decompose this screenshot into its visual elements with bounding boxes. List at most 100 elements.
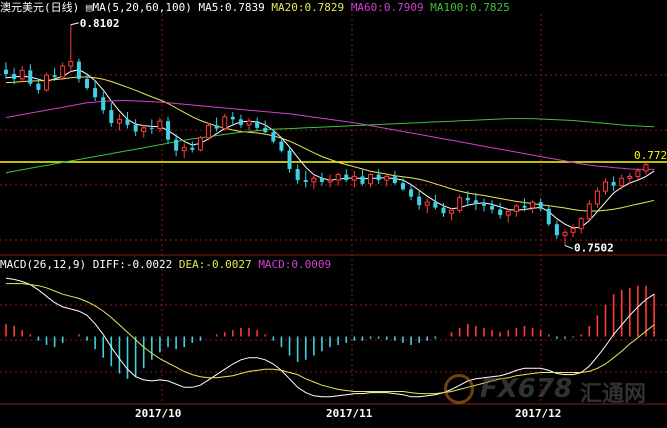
candle-body-down xyxy=(433,202,438,208)
candle-body-down xyxy=(498,209,503,216)
price-annotations: 0.8102 0.7502 0.7729 xyxy=(70,17,667,255)
candle-body-down xyxy=(190,147,195,150)
high-pointer xyxy=(70,22,79,26)
candle-body-down xyxy=(166,121,171,140)
candle-body-up xyxy=(60,65,66,78)
candle-body-down xyxy=(85,78,90,89)
candle-body-up xyxy=(19,69,25,80)
candle-body-down xyxy=(546,208,551,225)
candle-body-up xyxy=(602,181,608,192)
diff-value: DIFF:-0.0022 xyxy=(92,258,173,271)
period-label[interactable]: (日线) xyxy=(44,1,80,14)
candle-body-up xyxy=(457,197,463,211)
candle-body-up xyxy=(246,120,252,126)
candle-body-up xyxy=(141,127,147,133)
macd-line-dea xyxy=(6,283,655,395)
candle-body-down xyxy=(417,196,422,206)
candle-body-down xyxy=(490,205,495,210)
candle-body-down xyxy=(409,189,414,197)
candle-body-up xyxy=(643,164,649,172)
watermark: FX678 汇通网 xyxy=(444,372,664,408)
candle-body-down xyxy=(360,176,365,184)
candle-body-down xyxy=(392,176,397,184)
macd-panel xyxy=(5,277,655,398)
candle-body-down xyxy=(295,169,300,181)
candlesticks xyxy=(4,24,649,246)
watermark-logo-icon xyxy=(444,374,474,404)
candle-body-up xyxy=(206,125,212,139)
candle-body-down xyxy=(255,121,260,128)
candle-body-down xyxy=(109,110,114,124)
candle-body-down xyxy=(52,75,57,78)
x-axis-labels: 2017/10 2017/11 2017/12 xyxy=(135,407,561,420)
candle-body-up xyxy=(635,170,641,177)
candle-body-up xyxy=(562,231,568,236)
x-tick-label: 2017/11 xyxy=(326,407,373,420)
candle-body-up xyxy=(368,174,374,185)
candle-body-up xyxy=(619,177,625,187)
candle-body-down xyxy=(214,125,219,129)
candle-body-up xyxy=(327,179,333,183)
candle-body-down xyxy=(12,74,17,79)
low-pointer xyxy=(564,245,574,250)
candle-body-down xyxy=(441,207,446,214)
candle-body-up xyxy=(424,201,430,206)
candle-body-down xyxy=(4,69,8,75)
dea-value: DEA:-0.0027 xyxy=(178,258,252,271)
candle-body-down xyxy=(125,119,130,125)
candle-body-up xyxy=(570,228,576,233)
candle-body-down xyxy=(344,174,349,181)
macd-value: MACD:0.0009 xyxy=(258,258,332,271)
candle-body-up xyxy=(594,190,600,205)
candle-body-down xyxy=(538,202,543,209)
ma20-value: MA20:0.7829 xyxy=(271,1,345,14)
candle-body-down xyxy=(287,150,292,170)
candle-body-down xyxy=(554,224,559,236)
candle-body-up xyxy=(586,203,592,220)
candle-body-down xyxy=(76,61,81,79)
candle-body-up xyxy=(311,177,317,183)
candle-body-up xyxy=(627,175,633,179)
candle-body-down xyxy=(238,119,243,125)
candle-body-up xyxy=(197,137,203,151)
candle-body-down xyxy=(230,116,235,120)
candle-body-down xyxy=(101,97,106,111)
candle-body-up xyxy=(449,209,455,214)
ma5-value: MA5:0.7839 xyxy=(198,1,265,14)
candle-body-up xyxy=(505,210,511,216)
candle-body-down xyxy=(133,124,138,132)
candle-body-down xyxy=(93,88,98,98)
candle-body-up xyxy=(530,201,536,209)
candle-body-up xyxy=(335,174,341,181)
ma-line-ma20 xyxy=(5,76,655,212)
macd-header: MACD(26,12,9) DIFF:-0.0022 DEA:-0.0027 M… xyxy=(0,258,331,272)
x-tick-label: 2017/12 xyxy=(515,407,561,420)
candle-body-down xyxy=(319,178,324,182)
level-annotation: 0.7729 xyxy=(634,149,667,162)
watermark-text: FX678 xyxy=(480,374,573,404)
candle-body-down xyxy=(376,174,381,181)
candle-body-down xyxy=(28,70,33,84)
macd-params-label: MACD(26,12,9) xyxy=(0,258,87,271)
ma-line-ma100 xyxy=(5,118,655,174)
ma60-value: MA60:0.7909 xyxy=(350,1,424,14)
high-annotation: 0.8102 xyxy=(80,17,120,30)
candle-body-up xyxy=(351,175,357,181)
candle-body-up xyxy=(578,218,584,230)
ma-indicator-icon[interactable]: ▤ xyxy=(85,1,93,14)
candle-body-up xyxy=(68,61,74,67)
candle-body-up xyxy=(181,147,187,152)
candle-body-down xyxy=(400,183,405,190)
candle-body-down xyxy=(303,180,308,182)
ma-params-label: MA(5,20,60,100) xyxy=(92,1,192,14)
candle-body-down xyxy=(149,127,154,129)
candle-body-down xyxy=(611,181,616,186)
candle-body-down xyxy=(522,205,527,208)
candle-body-down xyxy=(473,200,478,204)
candle-body-down xyxy=(263,127,268,133)
candle-body-up xyxy=(157,120,163,130)
candle-body-up xyxy=(384,175,390,181)
candle-body-up xyxy=(222,116,228,130)
